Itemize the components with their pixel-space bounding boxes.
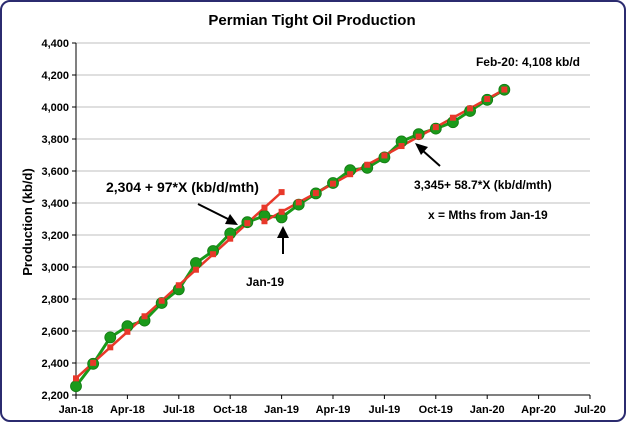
data-point [364, 161, 371, 168]
x-tick-label: Jul-18 [163, 404, 195, 416]
data-point [158, 297, 165, 304]
data-point [90, 359, 97, 366]
annotation-trend-2019: 3,345+ 58.7*X (kb/d/mth) [414, 178, 552, 192]
y-tick-label: 4,000 [41, 102, 69, 114]
data-point [261, 204, 268, 211]
data-point [70, 380, 82, 393]
x-tick-label: Jul-19 [369, 404, 401, 416]
annotation-trend-2018: 2,304 + 97*X (kb/d/mth) [106, 179, 259, 195]
series-2-points [261, 86, 508, 225]
x-tick-label: Jul-20 [574, 404, 606, 416]
series-line [74, 88, 506, 388]
y-tick-label: 4,200 [41, 70, 69, 82]
data-point [192, 266, 199, 273]
x-tick-label: Oct-19 [419, 404, 453, 416]
data-point [501, 86, 508, 93]
data-point [278, 189, 285, 196]
data-point [295, 199, 302, 206]
y-tick-label: 3,600 [41, 166, 69, 178]
x-tick-label: Apr-20 [521, 404, 556, 416]
data-point [415, 133, 422, 140]
chart-title: Permian Tight Oil Production [208, 12, 415, 29]
data-point [104, 331, 117, 344]
data-point [330, 180, 336, 187]
series-1-points [73, 189, 285, 382]
data-point [467, 105, 474, 112]
x-tick-label: Apr-18 [110, 404, 145, 416]
x-tick-label: Jan-20 [470, 404, 505, 416]
data-point [227, 235, 234, 242]
annotation-jan19: Jan-19 [246, 275, 284, 289]
annotation-feb20: Feb-20: 4,108 kb/d [476, 55, 580, 69]
y-tick-label: 2,200 [41, 390, 69, 402]
arrow-trend-2019 [415, 143, 441, 167]
data-point [484, 96, 491, 102]
data-point [312, 190, 319, 197]
data-point [124, 328, 131, 335]
data-point [278, 208, 285, 215]
annotation-layer: Feb-20: 4,108 kb/d 2,304 + 97*X (kb/d/mt… [106, 55, 580, 289]
series-layer [70, 83, 511, 393]
data-point [244, 220, 251, 227]
data-point [347, 171, 354, 178]
y-axis-label: Production (kb/d) [20, 168, 35, 276]
x-tick-label: Jan-18 [59, 404, 94, 416]
data-point [73, 375, 79, 382]
y-tick-label: 3,400 [41, 198, 69, 210]
data-point [141, 313, 148, 320]
data-point [432, 124, 439, 131]
y-tick-label: 3,000 [41, 262, 69, 274]
grid [76, 42, 590, 364]
data-point [261, 218, 268, 225]
data-point [210, 251, 217, 258]
data-point [175, 282, 182, 289]
y-tick-label: 2,800 [41, 294, 69, 306]
data-point [449, 114, 456, 121]
y-tick-label: 3,200 [41, 230, 69, 242]
x-tick-label: Oct-18 [213, 404, 247, 416]
axes [72, 42, 591, 399]
y-tick-label: 3,800 [41, 134, 69, 146]
arrow-trend-2018 [197, 203, 238, 225]
y-tick-label: 4,400 [41, 38, 69, 50]
x-tick-label: Jan-19 [264, 404, 299, 416]
annotation-x-def: x = Mths from Jan-19 [428, 208, 548, 222]
y-tick-labels: 2,200 2,400 2,600 2,800 3,000 3,200 3,400 3,600… [41, 38, 69, 402]
x-tick-label: Apr-19 [316, 404, 351, 416]
series-0-points [70, 83, 511, 393]
data-point [107, 344, 114, 351]
arrow-jan19 [277, 226, 289, 254]
data-point [381, 152, 388, 159]
y-tick-label: 2,400 [41, 358, 69, 370]
data-point [398, 143, 405, 150]
x-tick-labels: Jan-18 Apr-18 Jul-18 Oct-18 Jan-19 Apr-19 Jul-… [59, 404, 606, 416]
y-tick-label: 2,600 [41, 326, 69, 338]
series-0 [74, 88, 506, 388]
